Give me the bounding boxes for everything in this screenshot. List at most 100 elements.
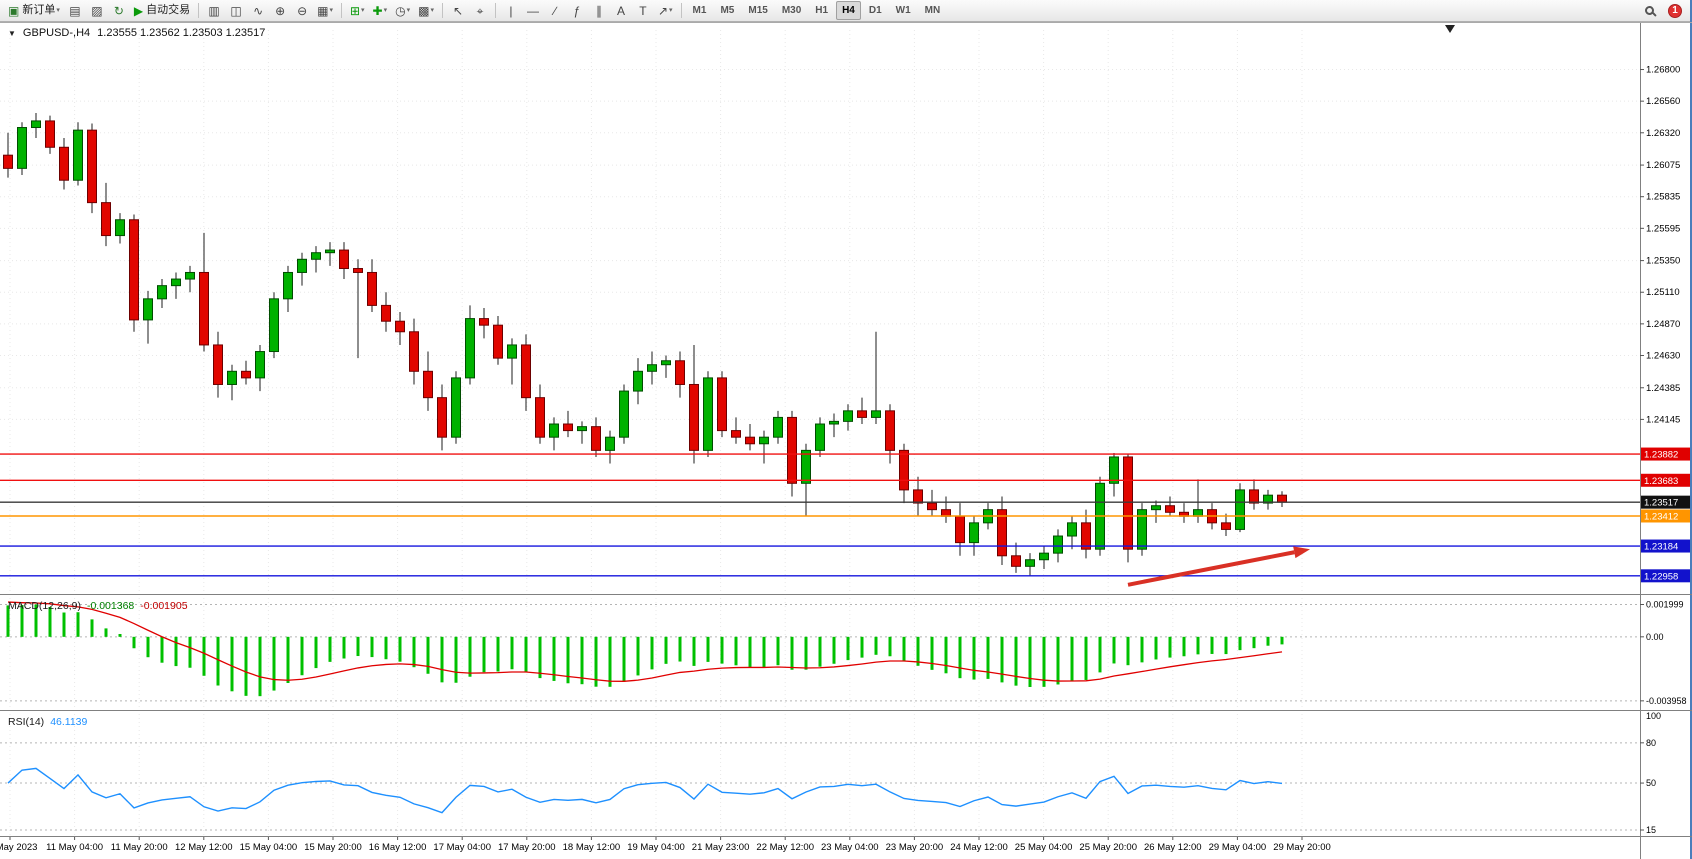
trend-arrow[interactable] [1127, 550, 1295, 587]
trendline-icon[interactable]: ∕ [545, 1, 565, 20]
macd-histogram-bar [202, 636, 206, 676]
macd-tick-label: -0.003958 [1646, 696, 1687, 706]
price-tick-label: 1.26800 [1646, 65, 1680, 76]
toolbar-separator [494, 3, 496, 18]
fibonacci-icon[interactable]: ƒ [567, 1, 587, 20]
candle [843, 410, 853, 422]
candle [339, 249, 349, 270]
vertical-line-icon[interactable]: | [501, 1, 521, 20]
macd-histogram-bar [1084, 636, 1088, 680]
timeframe-w1[interactable]: W1 [895, 5, 911, 16]
timeframe-h4[interactable]: H4 [836, 1, 861, 20]
profiles-icon[interactable]: ▨ [87, 1, 107, 20]
macd-histogram-bar [20, 605, 24, 637]
arrows-icon[interactable]: ↗ ▾ [655, 1, 676, 20]
macd-histogram-bar [174, 636, 178, 667]
toolbar-separator [198, 3, 200, 18]
zoom-out-icon[interactable]: ⊖ [292, 1, 312, 20]
templates-icon[interactable]: ▩ ▾ [415, 1, 437, 20]
candle [1151, 505, 1161, 511]
candle [395, 320, 405, 333]
hlines-layer[interactable] [0, 453, 1640, 577]
timeframe-h1[interactable]: H1 [815, 5, 829, 16]
candle [493, 324, 503, 359]
horizontal-line-icon[interactable]: ― [523, 1, 543, 20]
crosshair-icon[interactable]: ⌖ [470, 1, 490, 20]
crosshair-glyph: ⌖ [476, 3, 484, 18]
candle [801, 449, 811, 484]
candle [1221, 522, 1231, 530]
candle [563, 423, 573, 432]
notification-badge[interactable]: 1 [1668, 3, 1682, 18]
periods-icon[interactable]: ◷ ▾ [392, 1, 413, 20]
charts-icon[interactable]: ▤ [65, 1, 85, 20]
candle [1053, 535, 1063, 554]
macd-histogram-bar [48, 606, 52, 637]
candle [129, 219, 139, 321]
new-chart-icon[interactable]: ⊞ ▾ [347, 1, 368, 20]
price-tick-label: 1.25110 [1646, 287, 1680, 298]
timeframe-mn[interactable]: MN [924, 5, 941, 16]
refresh-icon[interactable]: ↻ [109, 1, 129, 20]
macd-histogram-bar [902, 636, 906, 662]
price-axis[interactable]: 1.26800 1.26560 1.26320 1.26075 1.25835 1.255… [1640, 23, 1690, 859]
macd-histogram-bar [888, 636, 892, 657]
price-tag-label: 1.23517 [1644, 498, 1678, 509]
magnifier-glyph [1644, 6, 1654, 15]
timeframe-m1[interactable]: M1 [692, 5, 707, 16]
candle [591, 426, 601, 451]
rsi-line [7, 767, 1283, 814]
candle [87, 129, 97, 204]
candle [927, 502, 937, 511]
price-tick-label: 1.26075 [1646, 160, 1680, 171]
timeframe-d1[interactable]: D1 [868, 5, 882, 16]
macd-histogram-bar [1266, 636, 1270, 646]
macd-histogram-bar [1126, 636, 1130, 666]
candle [227, 370, 237, 385]
indicator-panes [0, 601, 1640, 831]
new-order-glyph: ▣ [8, 3, 20, 18]
chevron-down-icon[interactable]: ▼ [8, 28, 16, 38]
zoom-in-icon[interactable]: ⊕ [270, 1, 290, 20]
timeframe-m30[interactable]: M30 [781, 5, 802, 16]
time-axis[interactable]: 10 May 2023 11 May 04:00 11 May 20:00 12 Ma… [0, 836, 1331, 853]
candle [675, 360, 685, 385]
price-tag [1641, 569, 1690, 583]
text-icon[interactable]: A [611, 1, 631, 20]
macd-histogram-bar [1168, 636, 1172, 658]
candle [381, 304, 391, 322]
candle [815, 423, 825, 451]
candle [773, 416, 783, 438]
macd-histogram-bar [468, 636, 472, 677]
time-label: 29 May 20:00 [1273, 842, 1331, 853]
timeframe-m5[interactable]: M5 [720, 5, 735, 16]
auto-trading-button[interactable]: ▶ 自动交易 [131, 1, 193, 20]
text-label-glyph: T [639, 3, 647, 18]
indicators-icon[interactable]: ✚ ▾ [370, 1, 391, 20]
tile-windows-icon[interactable]: ▦ ▾ [314, 1, 336, 20]
candle [647, 364, 657, 372]
text-label-icon[interactable]: T [633, 1, 653, 20]
toolbar-right: 1 [1638, 1, 1686, 20]
search-icon[interactable] [1639, 1, 1659, 20]
macd-histogram-bar [1238, 636, 1242, 651]
price-tag-label: 1.23412 [1644, 511, 1678, 522]
macd-main-value: -0.001368 [86, 600, 135, 612]
candle [941, 509, 951, 517]
chart-shift-marker[interactable] [1445, 25, 1455, 33]
bar-chart-icon[interactable]: ▥ [204, 1, 224, 20]
cursor-icon[interactable]: ↖ [448, 1, 468, 20]
macd-indicator-label: MACD(12,26,9) -0.001368 -0.001905 [8, 600, 188, 612]
line-chart-icon[interactable]: ∿ [248, 1, 268, 20]
candle [353, 268, 363, 273]
dropdown-arrow-icon: ▾ [669, 7, 673, 14]
macd-histogram-bar [76, 612, 80, 637]
macd-histogram-bar [258, 636, 262, 697]
candle [1263, 494, 1273, 504]
new-order-button[interactable]: ▣ 新订单 ▾ [5, 1, 63, 20]
candle [1109, 456, 1119, 484]
timeframe-m15[interactable]: M15 [748, 5, 768, 16]
channels-icon[interactable]: ∥ [589, 1, 609, 20]
candlestick-chart-icon[interactable]: ◫ [226, 1, 246, 20]
